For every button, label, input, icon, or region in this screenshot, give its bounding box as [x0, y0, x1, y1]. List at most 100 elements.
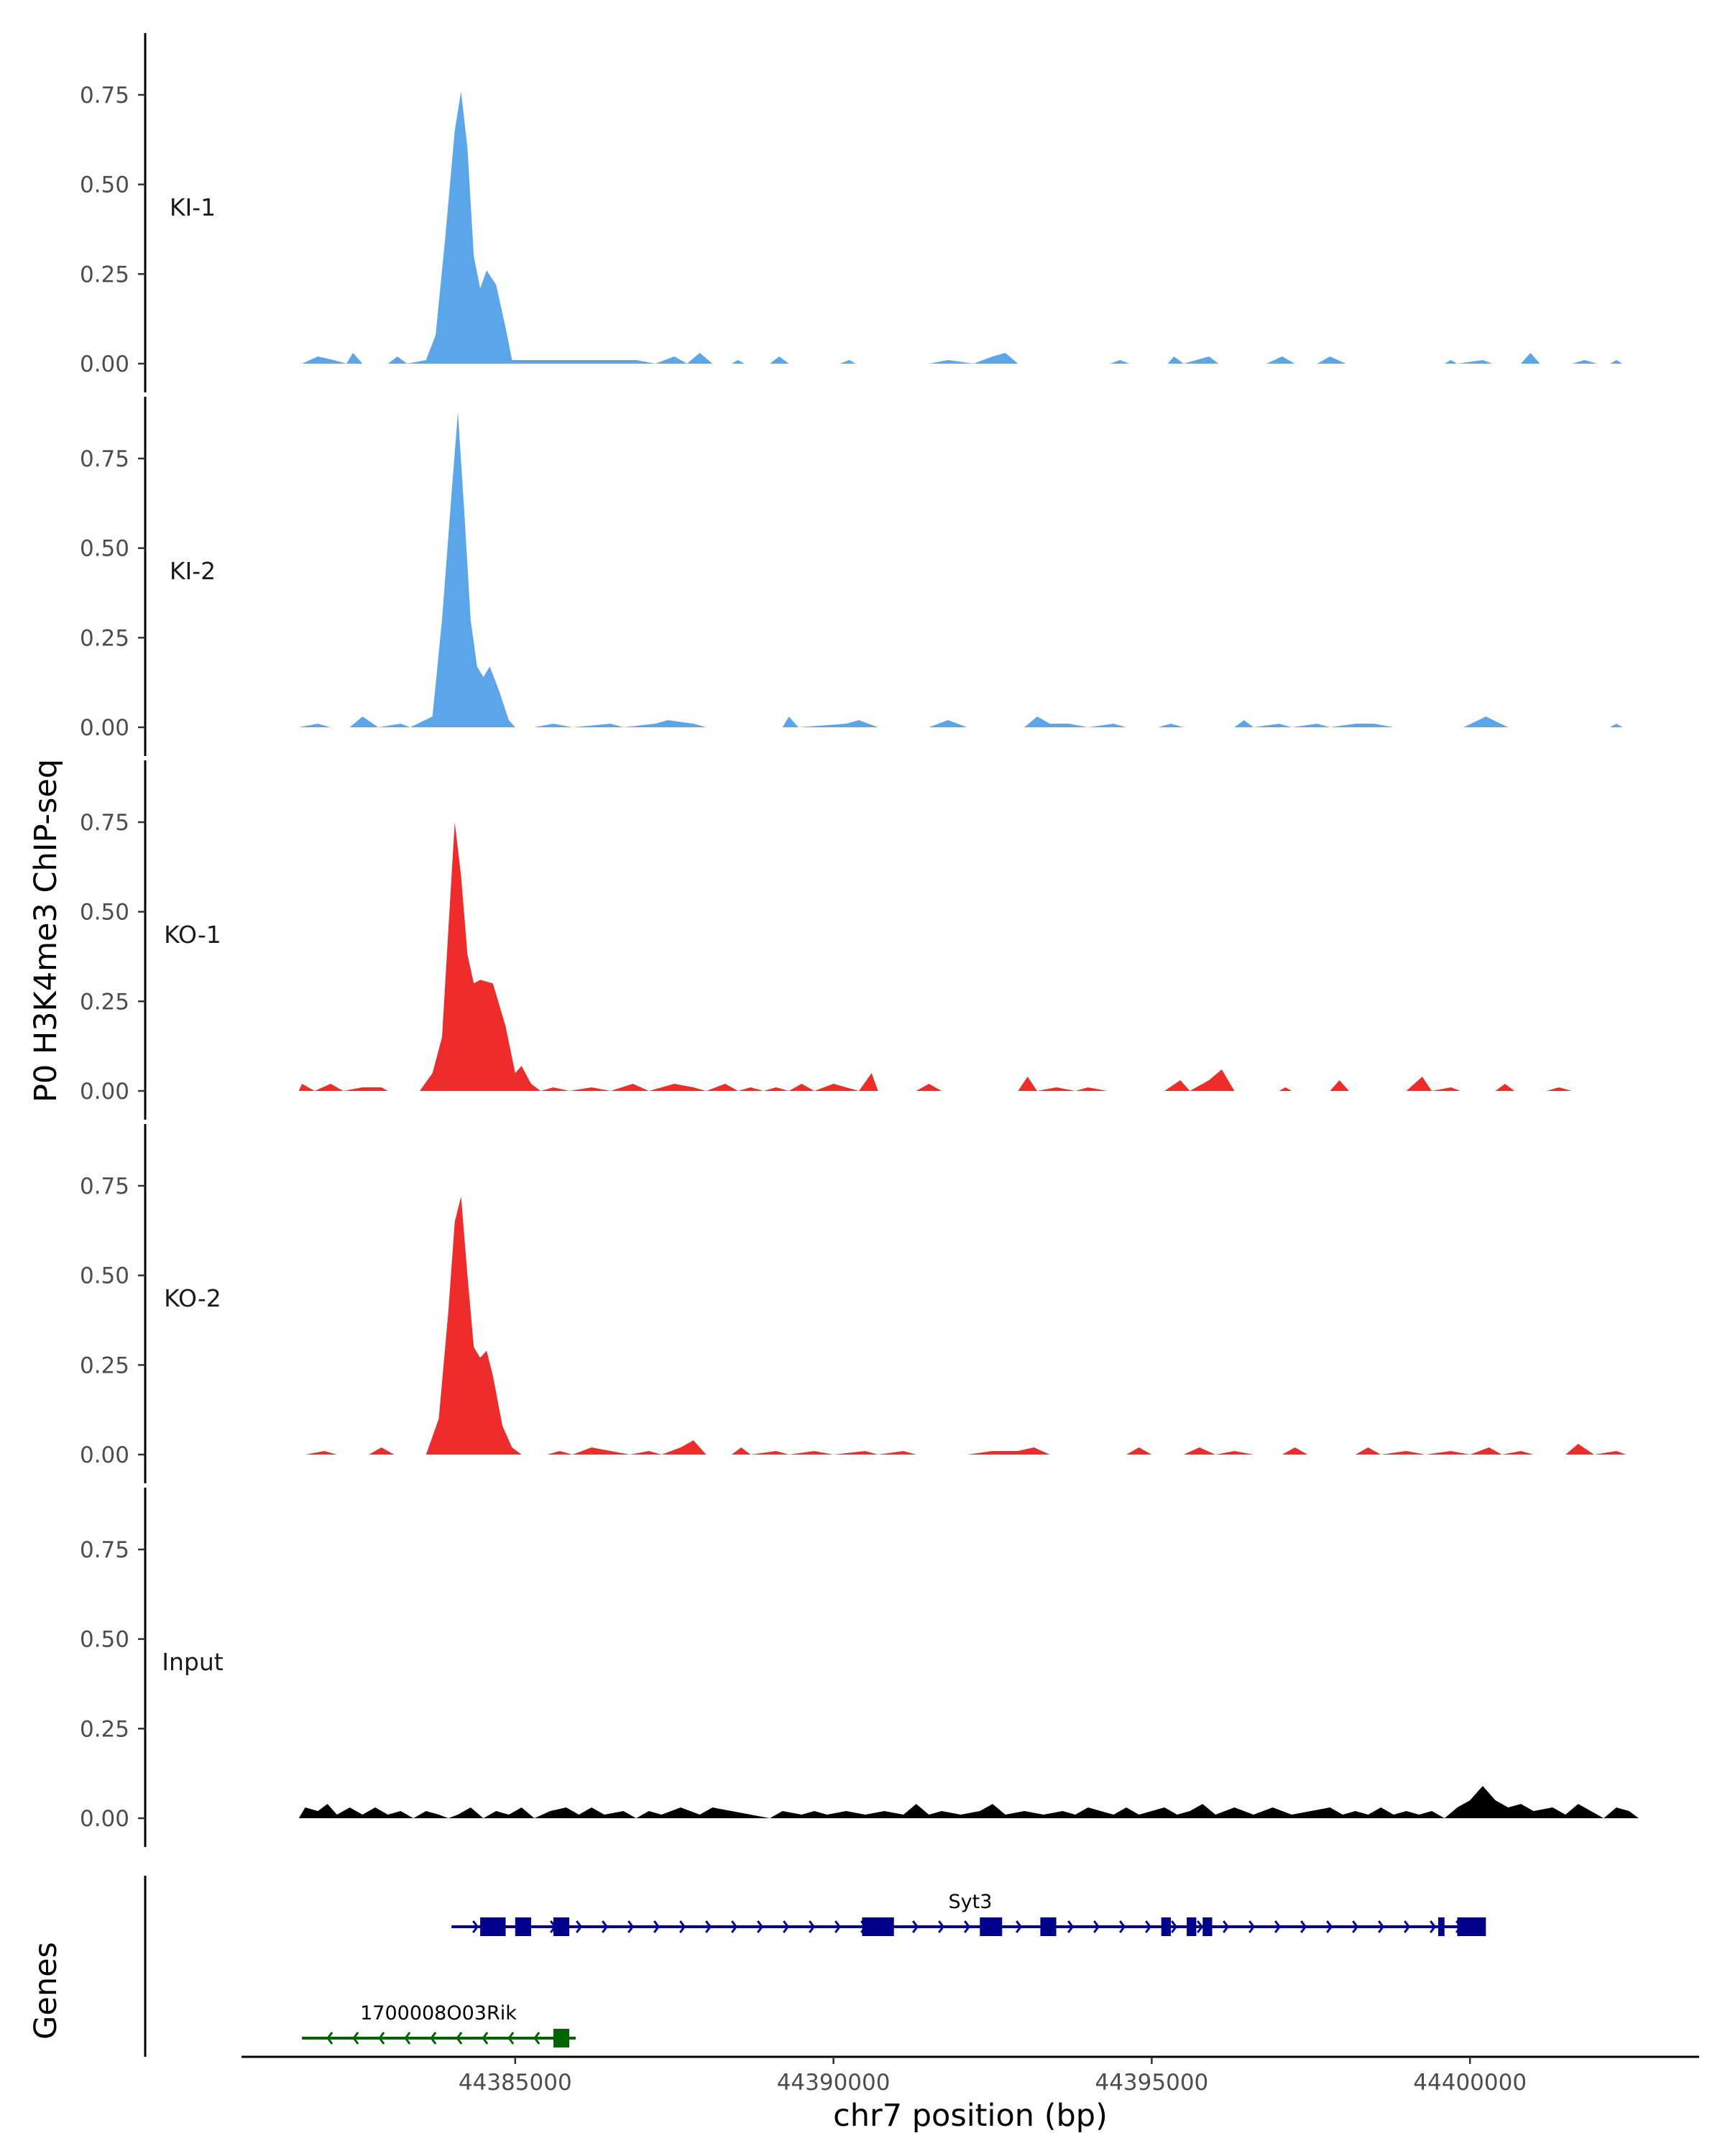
- track-label-ko-1: KO-1: [164, 921, 221, 949]
- track-label-ki-1: KI-1: [170, 193, 216, 221]
- strand-chevron: [912, 1920, 919, 1933]
- strand-chevron: [1274, 1920, 1282, 1933]
- strand-chevron: [1248, 1920, 1256, 1933]
- strand-chevron: [809, 1920, 816, 1933]
- track-label-input: Input: [162, 1648, 224, 1676]
- x-tick-label: 44395000: [1095, 2070, 1208, 2096]
- y-tick-label: 0.50: [80, 1627, 129, 1653]
- strand-chevron: [679, 1920, 686, 1933]
- strand-chevron: [938, 1920, 945, 1933]
- x-axis-title: chr7 position (bp): [833, 2098, 1108, 2134]
- strand-chevron: [757, 1920, 764, 1933]
- y-tick-label: 0.00: [80, 1079, 129, 1105]
- track-label-ki-2: KI-2: [170, 557, 216, 585]
- exon-block: [1202, 1917, 1213, 1936]
- exon-block: [1161, 1917, 1171, 1936]
- strand-chevron: [1300, 1920, 1307, 1933]
- strand-chevron: [1430, 1920, 1437, 1933]
- gene-1700008o03rik: 1700008O03Rik: [302, 2002, 576, 2047]
- strand-chevron: [482, 2032, 489, 2045]
- exon-block: [1040, 1917, 1057, 1936]
- y-tick-label: 0.75: [80, 1174, 129, 1199]
- y-tick-label: 0.25: [80, 1353, 129, 1378]
- strand-chevron: [1016, 1920, 1023, 1933]
- strand-chevron: [378, 2032, 385, 2045]
- y-tick-label: 0.25: [80, 989, 129, 1015]
- strand-chevron: [430, 2032, 437, 2045]
- gene-name-label: Syt3: [949, 1891, 993, 1913]
- exon-block: [862, 1917, 894, 1936]
- y-tick-label: 0.25: [80, 1716, 129, 1742]
- x-axis: 44385000 44390000 44395000 44400000: [242, 2055, 1699, 2096]
- y-tick-label: 0.00: [80, 351, 129, 377]
- strand-chevron: [352, 2032, 359, 2045]
- strand-chevron: [731, 1920, 738, 1933]
- track-input: 0.00 0.25 0.50 0.75 Input: [80, 1488, 1639, 1847]
- exon-block: [515, 1917, 531, 1936]
- track-area-ko-2: [305, 1197, 1627, 1455]
- y-tick-label: 0.75: [80, 1537, 129, 1563]
- tracks-group: 0.00 0.25 0.50 0.75 KI-1 0.00 0.25 0.50 0.75 KI-2…: [80, 33, 1639, 1847]
- gene-syt3: Syt3: [451, 1891, 1486, 1936]
- y-tick-label: 0.75: [80, 446, 129, 472]
- track-label-ko-2: KO-2: [164, 1284, 221, 1312]
- exon-block: [553, 2029, 570, 2047]
- strand-chevron: [783, 1920, 790, 1933]
- strand-chevron: [533, 2032, 540, 2045]
- strand-chevron: [1171, 1920, 1178, 1933]
- y-axis-title: P0 H3K4me3 ChIP-seq: [28, 759, 64, 1102]
- strand-chevron: [1223, 1920, 1230, 1933]
- strand-chevron: [507, 2032, 515, 2045]
- strand-chevron: [705, 1920, 712, 1933]
- strand-chevron: [456, 2032, 463, 2045]
- strand-chevron: [404, 2032, 411, 2045]
- strand-chevron: [472, 1920, 479, 1933]
- strand-chevron: [602, 1920, 609, 1933]
- y-tick-label: 0.75: [80, 83, 129, 109]
- strand-chevron: [653, 1920, 661, 1933]
- strand-chevron: [964, 1920, 971, 1933]
- strand-chevron: [1067, 1920, 1075, 1933]
- track-ki-2: 0.00 0.25 0.50 0.75 KI-2: [80, 397, 1623, 756]
- x-tick-label: 44390000: [777, 2070, 891, 2096]
- y-tick-label: 0.50: [80, 900, 129, 926]
- track-ko-2: 0.00 0.25 0.50 0.75 KO-2: [80, 1124, 1627, 1483]
- track-area-input: [298, 1786, 1639, 1818]
- strand-chevron: [576, 1920, 583, 1933]
- track-ki-1: 0.00 0.25 0.50 0.75 KI-1: [80, 33, 1623, 392]
- exon-block: [553, 1917, 570, 1936]
- x-tick-label: 44385000: [459, 2070, 572, 2096]
- genes-panel: Syt3 1700008O03Rik: [144, 1876, 1486, 2057]
- strand-chevron: [1352, 1920, 1359, 1933]
- gene-name-label: 1700008O03Rik: [360, 2002, 517, 2024]
- exon-block: [480, 1917, 506, 1936]
- strand-chevron: [1119, 1920, 1126, 1933]
- strand-chevron: [627, 1920, 635, 1933]
- exon-block: [1187, 1917, 1197, 1936]
- exon-block: [1438, 1917, 1445, 1936]
- strand-chevron: [1404, 1920, 1411, 1933]
- y-tick-label: 0.50: [80, 536, 129, 562]
- y-tick-label: 0.50: [80, 172, 129, 198]
- strand-chevron: [1326, 1920, 1333, 1933]
- exon-block: [1457, 1917, 1486, 1936]
- y-tick-label: 0.25: [80, 262, 129, 287]
- y-tick-label: 0.00: [80, 1806, 129, 1832]
- strand-chevron: [326, 2032, 334, 2045]
- x-tick-label: 44400000: [1413, 2070, 1527, 2096]
- strand-chevron: [834, 1920, 842, 1933]
- strand-chevron: [1145, 1920, 1152, 1933]
- y-tick-label: 0.50: [80, 1263, 129, 1289]
- y-tick-label: 0.00: [80, 1442, 129, 1468]
- y-tick-label: 0.00: [80, 715, 129, 741]
- y-tick-label: 0.75: [80, 810, 129, 836]
- strand-chevron: [1093, 1920, 1100, 1933]
- track-ko-1: 0.00 0.25 0.50 0.75 KO-1: [80, 760, 1578, 1120]
- strand-chevron: [1197, 1920, 1204, 1933]
- genes-axis-title: Genes: [28, 1942, 64, 2040]
- strand-chevron: [1378, 1920, 1385, 1933]
- y-tick-label: 0.25: [80, 625, 129, 651]
- exon-block: [980, 1917, 1003, 1936]
